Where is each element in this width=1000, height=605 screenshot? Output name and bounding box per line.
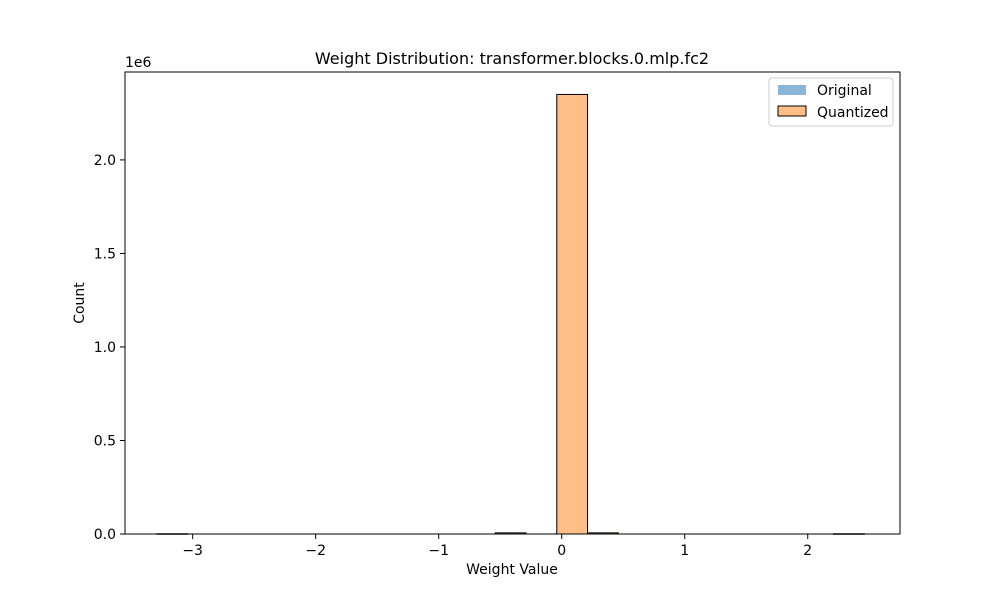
- x-tick-label: −1: [428, 543, 449, 559]
- legend-label-quantized: Quantized: [817, 105, 889, 121]
- plot-bars: [156, 93, 865, 535]
- x-tick-label: 0: [557, 543, 566, 559]
- x-tick-label: −3: [182, 543, 203, 559]
- legend: Original Quantized: [768, 77, 894, 127]
- y-tick-label: 2.0: [94, 153, 116, 169]
- y-axis: 0.0 0.5 1.0 1.5 2.0: [94, 153, 125, 543]
- legend-swatch-quantized: [777, 105, 807, 117]
- x-tick-label: 2: [803, 543, 812, 559]
- y-tick-label: 0.5: [94, 433, 116, 449]
- x-axis: −3 −2 −1 0 1 2: [182, 534, 812, 559]
- y-axis-label: Count: [72, 282, 88, 324]
- y-tick-label: 0.0: [94, 527, 116, 543]
- y-offset-text: 1e6: [125, 55, 152, 71]
- x-tick-label: −2: [305, 543, 326, 559]
- x-tick-label: 1: [680, 543, 689, 559]
- y-tick-label: 1.0: [94, 340, 116, 356]
- plot-frame: [124, 71, 901, 535]
- legend-swatch-original: [778, 85, 806, 95]
- x-axis-label: Weight Value: [466, 562, 558, 578]
- legend-label-original: Original: [817, 83, 872, 99]
- bar-quantized-2: [556, 93, 589, 535]
- y-tick-label: 1.5: [94, 246, 116, 262]
- chart-title: Weight Distribution: transformer.blocks.…: [315, 49, 709, 68]
